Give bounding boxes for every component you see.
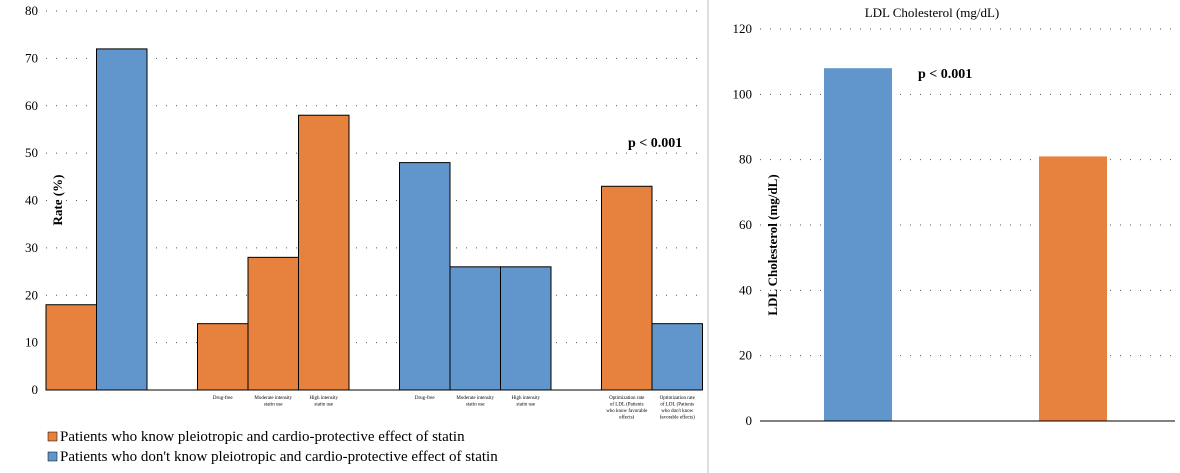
y-tick-label: 30 [25,240,38,255]
y-tick-label: 0 [32,382,39,397]
y-tick-label: 20 [25,287,38,302]
bar-category-label: Moderate intensity statin use [254,396,292,408]
ldl-chart-p-value: p < 0.001 [918,67,972,82]
y-tick-label: 60 [25,98,38,113]
ldl-chart-y-ticks: 0 20 40 60 80 100 120 [733,21,753,428]
y-tick-label: 120 [733,21,753,36]
y-tick-label: 50 [25,145,38,160]
bar [399,162,451,391]
rate-chart-y-axis-label: Rate (%) [50,175,65,226]
bar-category-label: Moderate intensity statin use [456,396,494,408]
y-tick-label: 70 [25,50,38,65]
y-tick-label: 80 [25,3,38,18]
y-tick-label: 20 [739,348,752,363]
bar [651,323,703,391]
bar-category-label: Drug-free [415,396,435,401]
ldl-chart: LDL Cholesterol (mg/dL) 020406080100120 … [733,5,1175,428]
y-tick-label: 100 [733,86,753,101]
y-tick-label: 0 [746,413,753,428]
bar [601,185,653,391]
bar [247,256,299,391]
bar-category-label: High intensity statin use [310,396,339,408]
bar [45,304,97,391]
bar [500,266,552,391]
y-tick-label: 40 [739,282,752,297]
bar [298,114,350,391]
y-tick-label: 40 [25,193,38,208]
rate-chart-p-value: p < 0.001 [628,136,682,151]
ldl-chart-bars [824,68,1107,421]
y-tick-label: 60 [739,217,752,232]
legend-swatch [47,431,58,442]
rate-chart-bar-labels: Drug-free Moderate intensity statin use Hig… [213,396,696,421]
bar [824,68,892,421]
bar-category-label: High intensity statin use [512,396,541,408]
legend-entry: Patients who know pleiotropic and cardio… [60,429,465,445]
ldl-chart-y-axis-label: LDL Cholesterol (mg/dL) [765,174,780,315]
legend-swatch [47,451,58,462]
bar [96,48,148,391]
bar-category-label: Drug-free [213,396,233,401]
bar-category-label: Optimization rate of LDL (Patients who don… [660,396,696,421]
rate-chart-y-ticks: 0 10 20 30 40 50 60 70 80 [25,3,38,397]
rate-chart: 0 10 20 30 40 50 60 70 80 Drug-free Moderate inte… [25,3,703,465]
legend-entry: Patients who don't know pleiotropic and … [60,449,498,465]
bar-category-label: Optimization rate of LDL (Patients who kno… [606,396,648,421]
bar [449,266,501,391]
y-tick-label: 10 [25,335,38,350]
bar [197,323,249,391]
rate-chart-legend: Patients who know pleiotropic and cardio… [47,429,498,465]
ldl-chart-title: LDL Cholesterol (mg/dL) [865,5,1000,20]
y-tick-label: 80 [739,152,752,167]
rate-chart-bars [45,48,703,391]
bar [1039,156,1107,421]
